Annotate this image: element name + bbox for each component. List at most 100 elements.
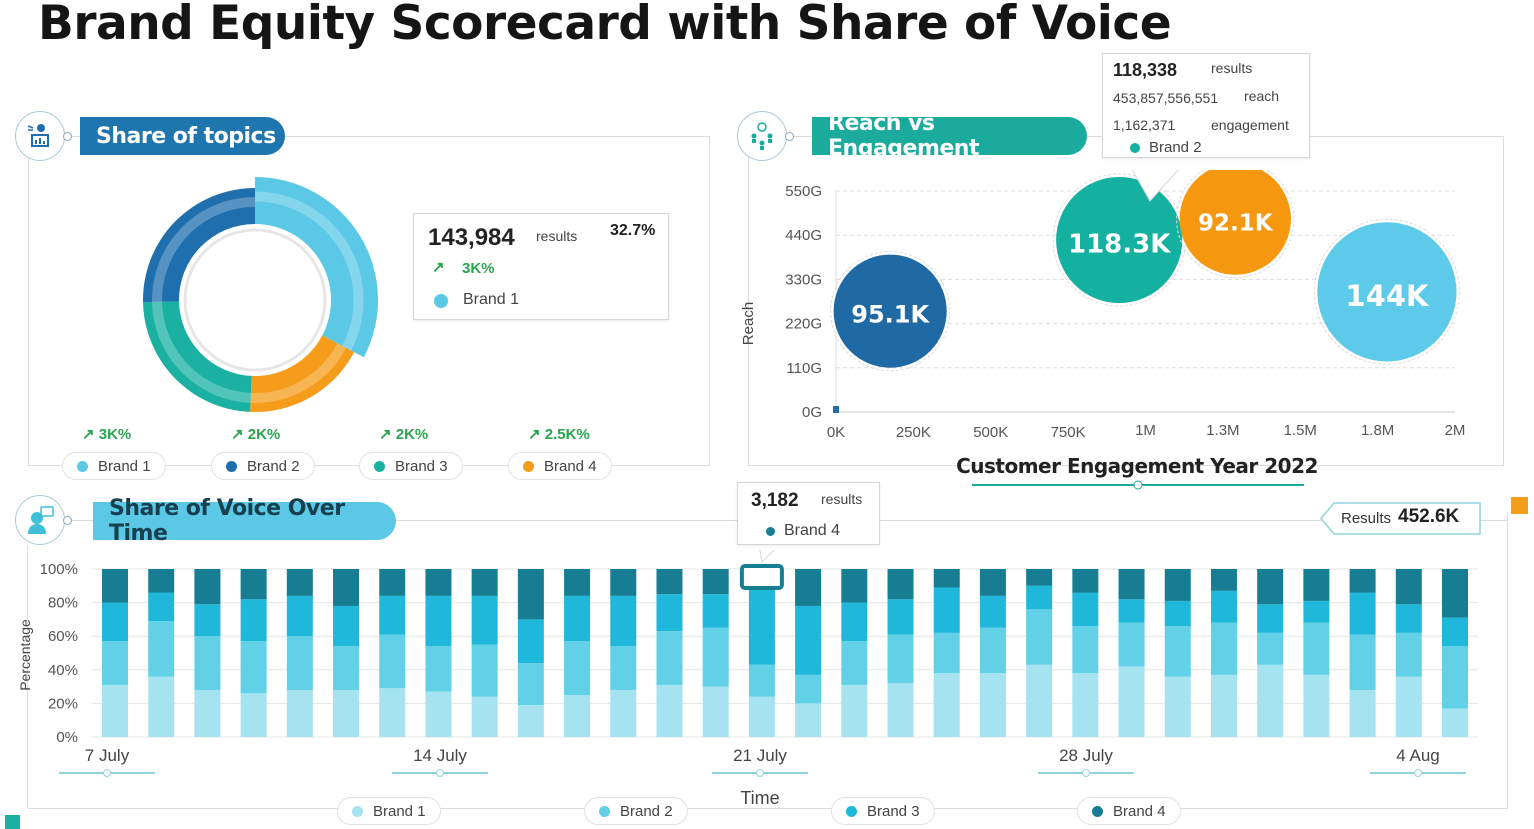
bar-segment-brand-3[interactable] xyxy=(656,594,683,632)
bubble[interactable] xyxy=(833,254,947,368)
bar-segment-brand-3[interactable] xyxy=(795,605,822,675)
sov-legend-brand-3[interactable]: Brand 3 xyxy=(831,797,935,825)
bar-segment-brand-2[interactable] xyxy=(1349,634,1376,690)
bubble[interactable] xyxy=(1317,222,1457,362)
bar-segment-brand-2[interactable] xyxy=(1303,622,1330,675)
bar-segment-brand-2[interactable] xyxy=(702,627,729,687)
bar-segment-brand-2[interactable] xyxy=(748,664,775,697)
bar-segment-brand-1[interactable] xyxy=(240,693,267,737)
bar-segment-brand-2[interactable] xyxy=(102,641,128,685)
bar-segment-brand-1[interactable] xyxy=(471,696,498,737)
bar-segment-brand-4[interactable] xyxy=(1026,569,1053,586)
bar-segment-brand-4[interactable] xyxy=(286,569,313,596)
bar-segment-brand-2[interactable] xyxy=(979,627,1006,674)
bar-segment-brand-1[interactable] xyxy=(979,673,1006,737)
bar-segment-brand-4[interactable] xyxy=(1303,569,1330,601)
date-slider-knob[interactable] xyxy=(1082,769,1090,777)
sov-legend-brand-1[interactable]: Brand 1 xyxy=(337,797,441,825)
bar-segment-brand-1[interactable] xyxy=(425,691,452,737)
bar-segment-brand-2[interactable] xyxy=(379,634,406,689)
bar-segment-brand-4[interactable] xyxy=(702,569,729,595)
bar-segment-brand-1[interactable] xyxy=(1072,673,1099,737)
bar-segment-brand-2[interactable] xyxy=(1072,626,1099,674)
bar-segment-brand-2[interactable] xyxy=(194,636,221,690)
bar-segment-brand-2[interactable] xyxy=(841,641,868,685)
bar-segment-brand-4[interactable] xyxy=(1349,569,1376,593)
bar-segment-brand-1[interactable] xyxy=(656,684,683,737)
bar-segment-brand-4[interactable] xyxy=(517,569,544,620)
bar-segment-brand-3[interactable] xyxy=(1442,617,1468,647)
bar-segment-brand-1[interactable] xyxy=(841,684,868,737)
bar-segment-brand-3[interactable] xyxy=(979,595,1006,628)
bar-segment-brand-2[interactable] xyxy=(148,621,175,677)
bar-segment-brand-4[interactable] xyxy=(148,569,175,593)
date-slider-knob[interactable] xyxy=(103,769,111,777)
bar-segment-brand-3[interactable] xyxy=(102,602,128,642)
legend-item-brand-3[interactable]: Brand 3 xyxy=(359,452,463,480)
bar-segment-brand-1[interactable] xyxy=(1395,676,1422,737)
bar-segment-brand-1[interactable] xyxy=(1442,708,1468,737)
donut-slice-brand-2[interactable] xyxy=(143,188,255,303)
bar-segment-brand-1[interactable] xyxy=(194,689,221,737)
bar-segment-brand-3[interactable] xyxy=(286,595,313,637)
bar-segment-brand-3[interactable] xyxy=(564,595,591,642)
bar-segment-brand-4[interactable] xyxy=(1164,569,1191,601)
bar-segment-brand-3[interactable] xyxy=(379,595,406,635)
bar-segment-brand-4[interactable] xyxy=(1210,569,1237,591)
bar-segment-brand-2[interactable] xyxy=(795,674,822,704)
legend-item-brand-4[interactable]: Brand 4 xyxy=(508,452,612,480)
date-slider-knob[interactable] xyxy=(756,769,764,777)
bar-segment-brand-3[interactable] xyxy=(610,595,637,647)
bar-segment-brand-4[interactable] xyxy=(1257,569,1284,605)
bar-segment-brand-2[interactable] xyxy=(1442,646,1468,709)
bar-segment-brand-3[interactable] xyxy=(1118,599,1145,623)
bar-segment-brand-2[interactable] xyxy=(1210,622,1237,675)
bar-segment-brand-1[interactable] xyxy=(379,688,406,737)
bar-segment-brand-2[interactable] xyxy=(471,644,498,697)
bar-segment-brand-1[interactable] xyxy=(1118,666,1145,737)
bar-segment-brand-2[interactable] xyxy=(286,636,313,690)
bar-segment-brand-3[interactable] xyxy=(1349,592,1376,635)
bar-segment-brand-1[interactable] xyxy=(148,676,175,737)
bar-segment-brand-4[interactable] xyxy=(1118,569,1145,600)
donut-slice-brand-4[interactable] xyxy=(250,335,355,412)
bar-segment-brand-1[interactable] xyxy=(1210,674,1237,737)
bar-segment-brand-1[interactable] xyxy=(286,689,313,737)
bar-segment-brand-2[interactable] xyxy=(1395,632,1422,677)
bar-segment-brand-3[interactable] xyxy=(1303,600,1330,623)
bar-segment-brand-4[interactable] xyxy=(610,569,637,596)
bar-segment-brand-4[interactable] xyxy=(1072,569,1099,593)
bar-segment-brand-1[interactable] xyxy=(933,673,960,737)
bar-segment-brand-2[interactable] xyxy=(425,646,452,692)
bar-segment-brand-1[interactable] xyxy=(702,686,729,737)
bar-segment-brand-1[interactable] xyxy=(610,689,637,737)
bar-segment-brand-2[interactable] xyxy=(1118,622,1145,667)
bar-segment-brand-3[interactable] xyxy=(148,592,175,622)
bar-segment-brand-3[interactable] xyxy=(887,599,914,635)
bar-segment-brand-3[interactable] xyxy=(1210,590,1237,623)
bar-segment-brand-3[interactable] xyxy=(471,595,498,645)
bar-segment-brand-3[interactable] xyxy=(748,580,775,665)
bar-segment-brand-1[interactable] xyxy=(1349,689,1376,737)
bar-segment-brand-4[interactable] xyxy=(933,569,960,588)
bar-segment-brand-4[interactable] xyxy=(656,569,683,595)
bar-segment-brand-4[interactable] xyxy=(1442,569,1468,618)
bar-segment-brand-2[interactable] xyxy=(656,631,683,685)
bubble[interactable] xyxy=(1179,170,1291,275)
bar-segment-brand-2[interactable] xyxy=(1164,626,1191,677)
bar-segment-brand-2[interactable] xyxy=(517,663,544,706)
bar-segment-brand-3[interactable] xyxy=(517,619,544,664)
bar-segment-brand-1[interactable] xyxy=(102,684,128,737)
bar-segment-brand-1[interactable] xyxy=(1257,664,1284,737)
bar-segment-brand-3[interactable] xyxy=(333,605,360,647)
bar-segment-brand-4[interactable] xyxy=(379,569,406,596)
bar-segment-brand-4[interactable] xyxy=(887,569,914,600)
bar-segment-brand-4[interactable] xyxy=(841,569,868,603)
bar-segment-brand-3[interactable] xyxy=(425,595,452,647)
bar-segment-brand-1[interactable] xyxy=(1303,674,1330,737)
bar-segment-brand-1[interactable] xyxy=(1164,676,1191,737)
bar-segment-brand-3[interactable] xyxy=(1257,604,1284,633)
bar-segment-brand-4[interactable] xyxy=(1395,569,1422,605)
bar-segment-brand-3[interactable] xyxy=(194,604,221,637)
donut-slice-brand-3[interactable] xyxy=(143,301,252,412)
